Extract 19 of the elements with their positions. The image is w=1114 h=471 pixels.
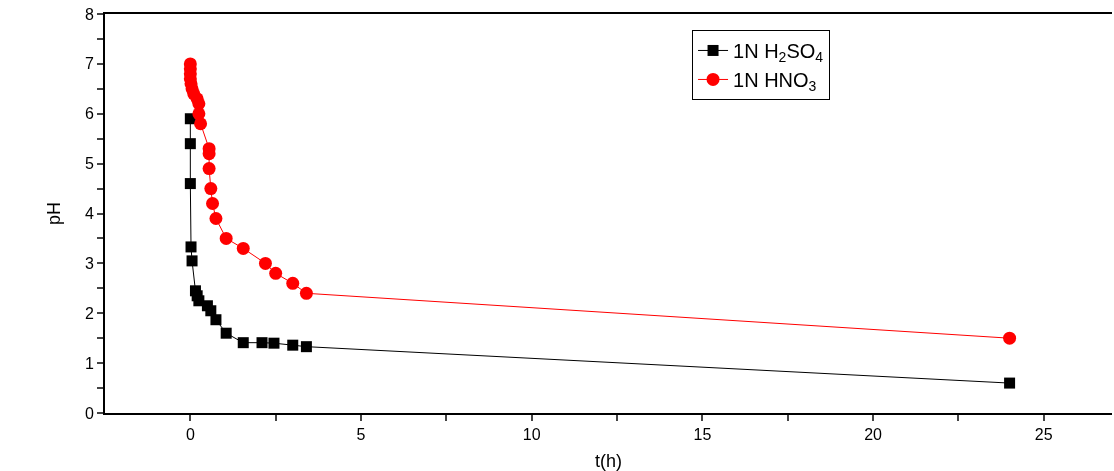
- x-axis-title: t(h): [595, 450, 622, 471]
- y-tick-label: 8: [84, 5, 94, 23]
- y-tick-label: 5: [84, 155, 94, 173]
- y-tick-label: 1: [84, 354, 94, 372]
- y-tick-label: 4: [84, 205, 94, 223]
- x-tick-label: 25: [1034, 426, 1053, 444]
- x-tick-label: 0: [185, 426, 195, 444]
- y-tick-label: 7: [84, 55, 94, 73]
- legend-label: 1N H$_{2}$SO$_{4}$: [733, 40, 824, 66]
- y-tick-label: 2: [84, 304, 94, 322]
- x-tick-label: 10: [522, 426, 541, 444]
- y-tick-label: 0: [84, 404, 94, 422]
- y-axis-title: pH: [43, 201, 64, 226]
- y-tick-label: 3: [84, 254, 94, 272]
- x-tick-label: 5: [356, 426, 366, 444]
- x-tick-label: 15: [693, 426, 712, 444]
- legend-label: 1N HNO$_{3}$: [733, 69, 817, 95]
- x-tick-label: 20: [864, 426, 883, 444]
- y-tick-label: 6: [84, 105, 94, 123]
